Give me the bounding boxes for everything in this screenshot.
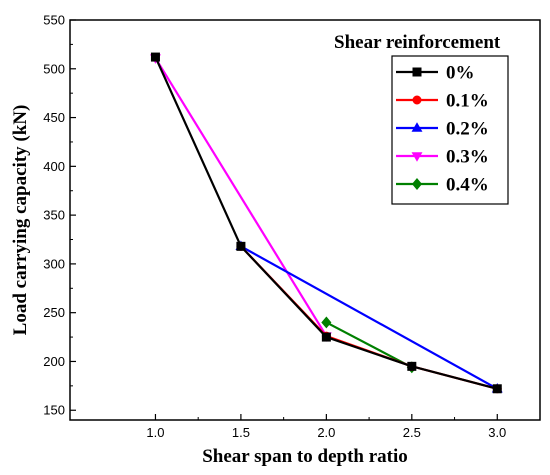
legend-swatch-marker-0 [412, 67, 422, 77]
y-tick-label-1: 200 [43, 354, 65, 369]
y-tick-label-7: 500 [43, 61, 65, 76]
legend-label-3: 0.3% [446, 147, 489, 168]
series-0-point-4 [492, 384, 502, 394]
y-tick-label-0: 150 [43, 403, 65, 418]
series-line-4 [325, 321, 413, 369]
legend-label-0: 0% [446, 63, 475, 84]
y-tick-label-2: 250 [43, 305, 65, 320]
legend-item-2: 0.2% [396, 119, 489, 140]
series-3 [149, 54, 332, 342]
legend: Shear reinforcement 0% 0.1% 0.2% 0.3% 0.4% [334, 32, 509, 205]
legend-swatch-marker-1 [412, 95, 422, 105]
x-tick-label-0: 1.0 [146, 425, 164, 440]
series-4-point-0 [321, 316, 332, 329]
legend-item-1: 0.1% [396, 91, 489, 112]
series-0-point-0 [150, 52, 160, 62]
y-tick-label-5: 400 [43, 159, 65, 174]
x-tick-label-1: 1.5 [232, 425, 250, 440]
legend-label-2: 0.2% [446, 119, 489, 140]
y-tick-label-4: 350 [43, 208, 65, 223]
legend-item-3: 0.3% [396, 147, 489, 168]
y-axis-label: Load carrying capacity (kN) [10, 105, 31, 336]
series-0 [150, 52, 502, 394]
legend-item-4: 0.4% [396, 175, 489, 196]
series-0-point-2 [321, 332, 331, 342]
plot-frame [69, 19, 541, 421]
legend-box [391, 55, 509, 205]
legend-item-0: 0% [396, 63, 475, 84]
legend-title: Shear reinforcement [334, 32, 501, 53]
x-tick-label-2: 2.0 [317, 425, 335, 440]
y-tick-label-8: 550 [43, 13, 65, 28]
x-tick-label-3: 2.5 [403, 425, 421, 440]
series-2 [235, 240, 503, 393]
series-0-point-1 [236, 241, 246, 251]
x-tick-label-4: 3.0 [488, 425, 506, 440]
y-tick-label-6: 450 [43, 110, 65, 125]
series-line-2 [240, 245, 498, 390]
series-4 [321, 316, 417, 374]
legend-swatch-marker-3 [411, 152, 423, 162]
legend-label-1: 0.1% [446, 91, 489, 112]
x-axis-label: Shear span to depth ratio [202, 446, 408, 467]
legend-swatch-marker-2 [411, 122, 423, 132]
legend-label-4: 0.4% [446, 175, 489, 196]
series-line-3 [154, 57, 328, 337]
y-tick-label-3: 300 [43, 256, 65, 271]
series-0-point-3 [407, 361, 417, 371]
legend-swatch-marker-4 [411, 178, 423, 190]
